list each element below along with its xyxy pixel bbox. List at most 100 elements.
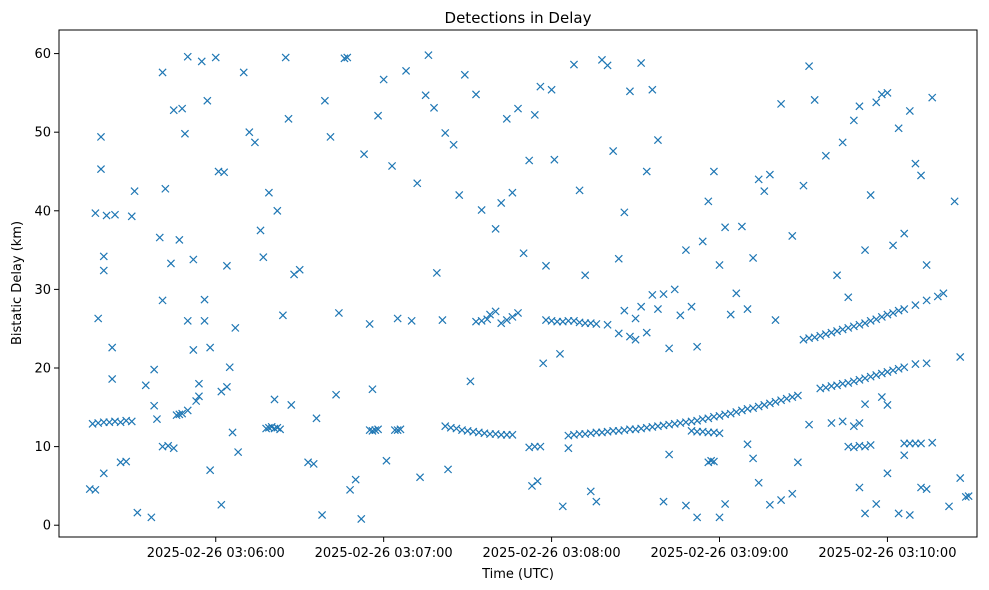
data-point <box>169 106 178 115</box>
data-point <box>169 444 178 453</box>
data-point <box>653 305 662 314</box>
data-point <box>150 365 159 374</box>
data-point <box>194 392 203 401</box>
data-point <box>222 261 231 270</box>
data-point <box>760 400 769 409</box>
data-point <box>961 492 970 501</box>
data-point <box>245 128 254 137</box>
data-point <box>855 375 864 384</box>
data-point <box>326 132 335 141</box>
data-point <box>197 57 206 66</box>
data-point <box>721 223 730 232</box>
data-point <box>704 197 713 206</box>
data-point <box>220 168 229 177</box>
data-point <box>558 502 567 511</box>
data-point <box>477 205 486 215</box>
y-axis-ticks: 0 10 20 30 40 50 60 <box>34 47 59 534</box>
data-point <box>849 116 858 125</box>
data-point <box>872 371 881 380</box>
x-tick-label: 2025-02-26 03:09:00 <box>650 546 788 561</box>
data-point <box>189 255 198 264</box>
data-point <box>754 175 763 184</box>
data-point <box>581 271 590 280</box>
data-point <box>838 325 847 334</box>
data-point <box>256 226 265 235</box>
data-point <box>96 132 106 141</box>
data-point <box>872 315 881 324</box>
data-point <box>110 210 119 219</box>
data-point <box>234 448 243 457</box>
data-point <box>732 407 741 417</box>
data-point <box>765 500 774 509</box>
data-point <box>357 514 366 523</box>
data-point <box>147 513 156 522</box>
data-point <box>917 439 926 448</box>
data-point <box>866 372 875 381</box>
data-point <box>133 508 142 517</box>
data-point <box>211 53 220 62</box>
x-tick-label: 2025-02-26 03:10:00 <box>818 546 956 561</box>
data-point <box>502 316 511 325</box>
data-point <box>911 159 920 168</box>
data-point <box>793 391 802 400</box>
data-point <box>620 208 629 217</box>
data-point <box>259 253 268 262</box>
data-point <box>743 305 752 314</box>
data-point <box>687 302 696 311</box>
data-point <box>877 90 886 99</box>
data-point <box>150 401 159 410</box>
data-point <box>950 197 959 206</box>
x-axis-label: Time (UTC) <box>481 567 554 582</box>
data-point <box>642 167 651 176</box>
data-point <box>374 111 383 120</box>
data-point <box>777 496 786 505</box>
data-point <box>343 53 352 62</box>
data-point <box>944 502 954 511</box>
data-point <box>861 442 870 451</box>
data-point <box>116 418 125 427</box>
data-point <box>665 344 674 353</box>
data-point <box>693 513 702 522</box>
data-point <box>698 237 707 246</box>
y-tick-label: 30 <box>34 283 51 298</box>
data-point <box>264 188 273 197</box>
data-point <box>290 270 299 279</box>
data-point <box>749 253 758 262</box>
data-point <box>183 406 192 415</box>
data-point <box>709 167 718 176</box>
data-point <box>497 319 506 328</box>
data-point <box>508 188 517 197</box>
x-tick-label: 2025-02-26 03:06:00 <box>147 546 285 561</box>
data-point <box>99 266 108 275</box>
data-point <box>533 477 542 486</box>
data-point <box>99 469 108 478</box>
data-point <box>127 417 136 426</box>
data-point <box>833 271 842 280</box>
data-point <box>665 450 674 459</box>
plot-frame <box>58 29 978 538</box>
data-point <box>889 366 898 375</box>
data-point <box>715 261 724 270</box>
data-point <box>922 359 931 368</box>
data-point <box>312 414 321 423</box>
data-point <box>631 335 640 344</box>
data-point <box>821 330 830 339</box>
data-point <box>592 497 601 506</box>
data-point <box>441 128 450 137</box>
data-point <box>603 61 612 70</box>
data-point <box>513 104 523 113</box>
data-point <box>276 425 285 434</box>
data-point <box>402 66 411 75</box>
data-point <box>922 296 931 305</box>
data-point <box>449 140 458 149</box>
data-point <box>883 367 892 376</box>
data-point <box>94 314 103 323</box>
data-point <box>273 206 282 215</box>
data-point <box>416 473 425 482</box>
data-point <box>477 316 486 325</box>
data-point <box>340 54 349 63</box>
data-point <box>99 252 108 261</box>
data-point <box>861 246 870 255</box>
data-point <box>905 510 914 520</box>
data-point <box>555 349 565 358</box>
